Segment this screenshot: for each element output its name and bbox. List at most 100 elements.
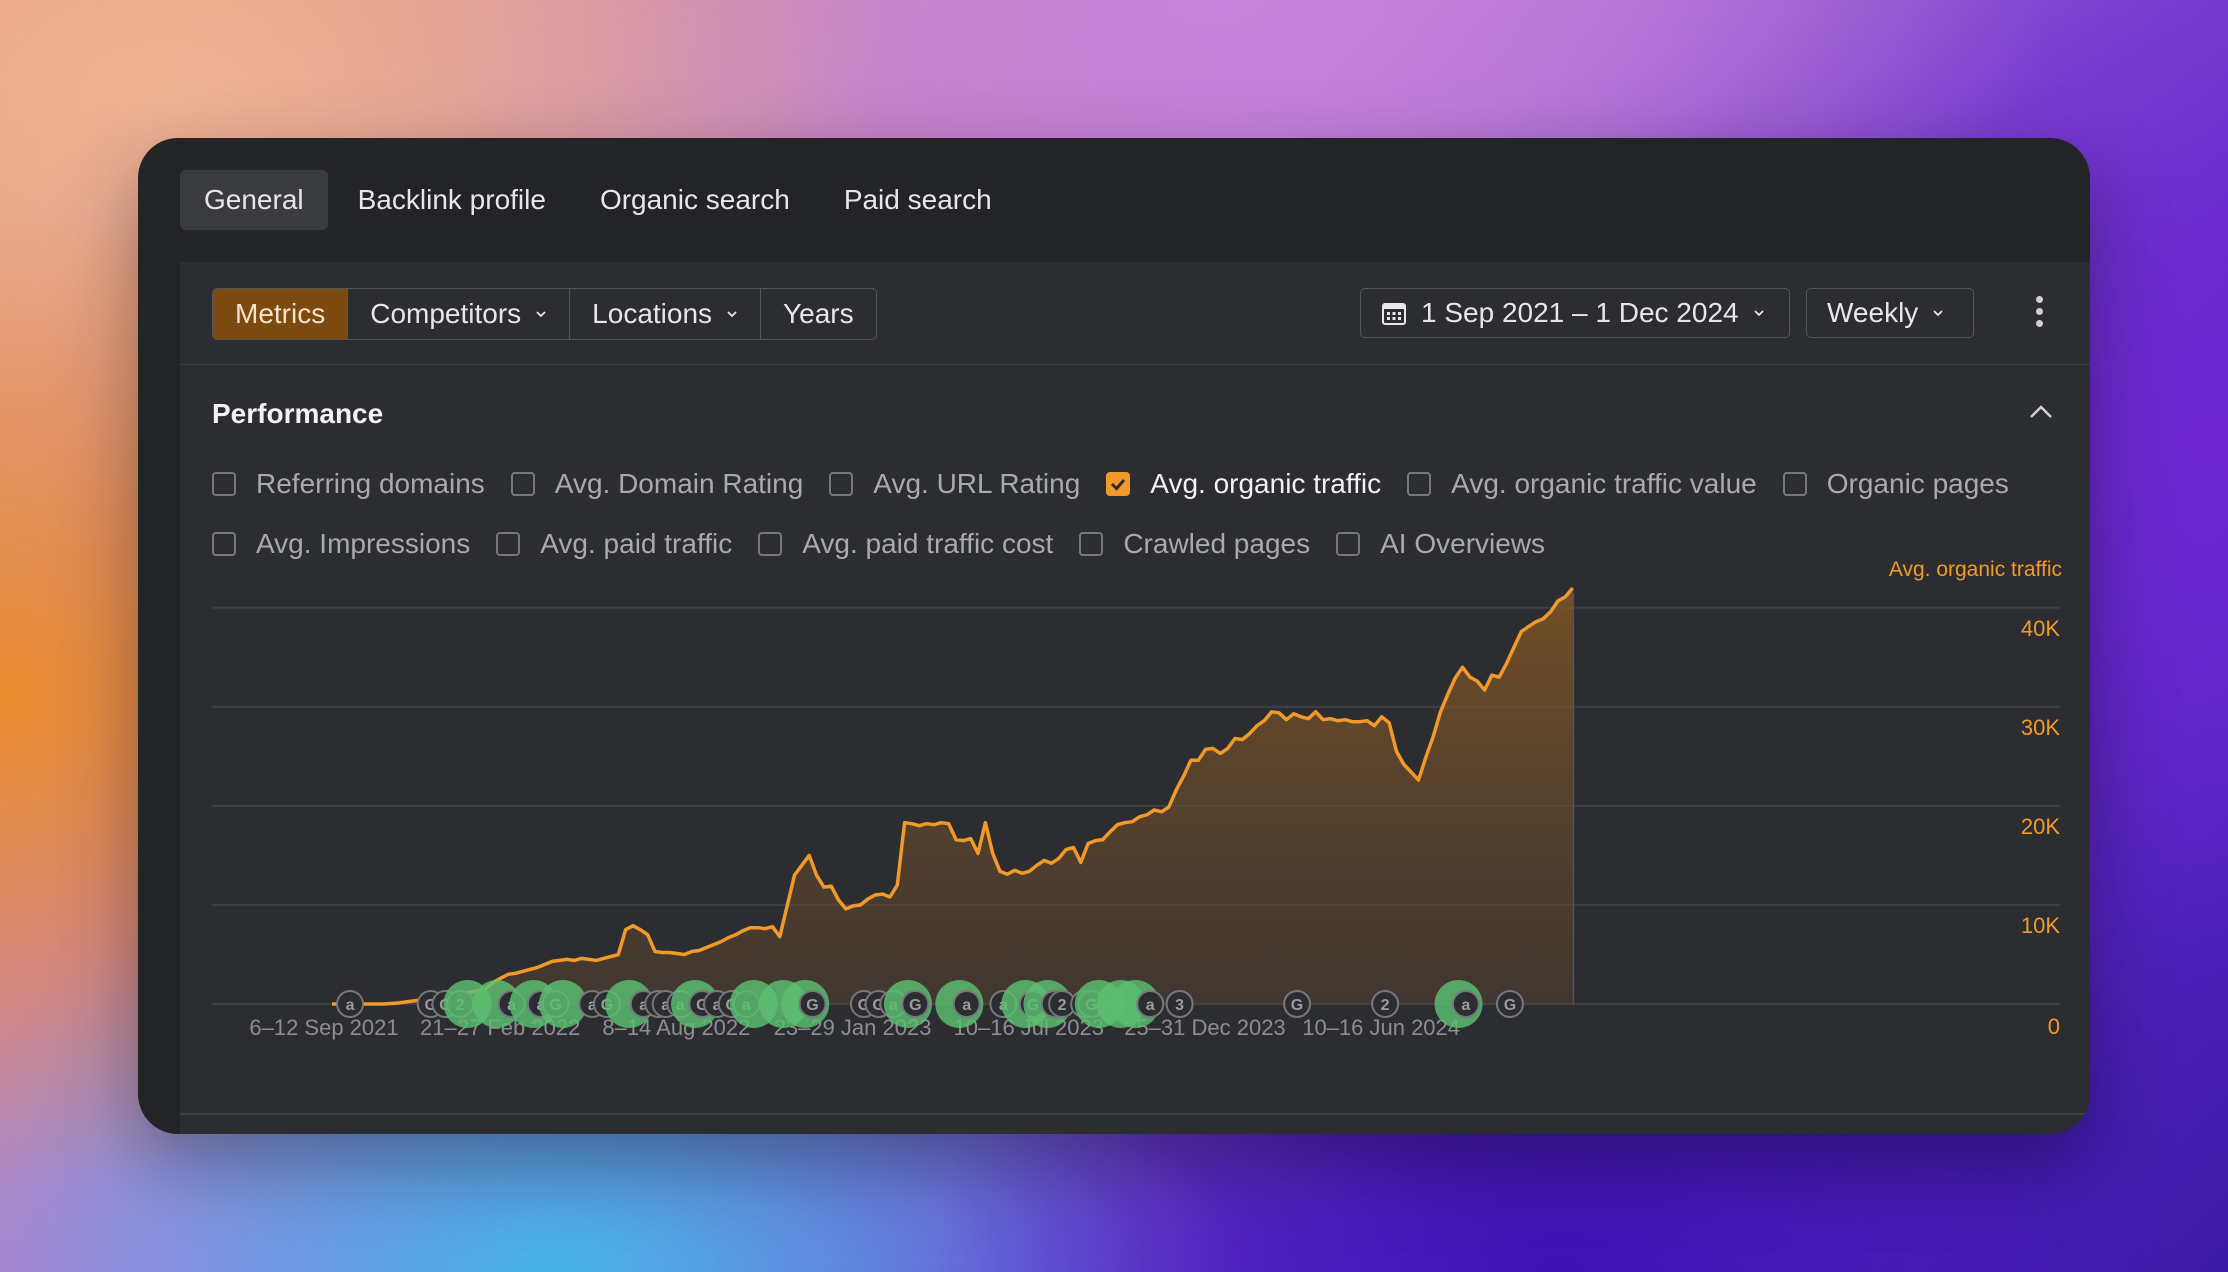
- tab-paid-search[interactable]: Paid search: [843, 184, 992, 215]
- metric-checkbox[interactable]: Organic pages: [1782, 466, 2009, 502]
- interval-label: Weekly: [1827, 297, 1919, 328]
- metric-checkbox-label: Avg. paid traffic cost: [802, 528, 1054, 559]
- y-tick-label: 40K: [2021, 616, 2060, 641]
- locations-label: Locations: [592, 298, 713, 329]
- metric-checkbox-label: Avg. organic traffic value: [1451, 468, 1757, 499]
- metric-checkbox-label: Crawled pages: [1123, 528, 1311, 559]
- metric-checkbox[interactable]: Avg. Domain Rating: [510, 466, 804, 502]
- event-marker-glyph: a: [661, 997, 670, 1014]
- tab-general[interactable]: General: [180, 170, 328, 230]
- chevron-down-icon: [727, 311, 737, 318]
- competitors-label: Competitors: [370, 298, 522, 329]
- metric-checkboxes: Referring domains Avg. Domain Rating Avg. …: [212, 466, 2072, 586]
- event-marker-glyph: a: [588, 997, 597, 1014]
- event-marker: [336, 990, 365, 1018]
- metric-checkbox[interactable]: Avg. paid traffic cost: [758, 526, 1053, 562]
- date-range-picker[interactable]: 1 Sep 2021 – 1 Dec 2024: [1360, 288, 1790, 338]
- checkbox-icon[interactable]: [1079, 532, 1104, 556]
- performance-chart: Avg. organic traffic 0 10K 20K 30K 40K 6–12 S…: [180, 542, 2090, 1134]
- metric-checkbox-label: Avg. organic traffic: [1150, 468, 1382, 499]
- overview-panel: Metrics Competitors Locations Years 1 Se…: [180, 262, 2090, 1134]
- tab-bar: General Backlink profile Organic search …: [180, 170, 1016, 230]
- metric-checkbox-label: AI Overviews: [1380, 528, 1546, 559]
- metric-checkbox[interactable]: Avg. Impressions: [212, 526, 470, 562]
- chevron-down-icon: [1933, 310, 1943, 317]
- y-tick-label: 0: [2048, 1014, 2060, 1039]
- metric-row: Referring domains Avg. Domain Rating Avg. …: [212, 466, 2072, 502]
- event-marker: [1136, 990, 1165, 1018]
- interval-dropdown[interactable]: Weekly: [1806, 288, 1974, 338]
- x-tick-label: 6–12 Sep 2021: [249, 1015, 398, 1040]
- chevron-down-icon: [536, 311, 546, 318]
- metric-checkbox[interactable]: Avg. organic traffic: [1106, 466, 1381, 502]
- event-marker-glyph: 2: [1381, 997, 1390, 1014]
- date-range-label: 1 Sep 2021 – 1 Dec 2024: [1421, 297, 1739, 328]
- years-label: Years: [783, 298, 854, 329]
- metric-checkbox[interactable]: Crawled pages: [1079, 526, 1310, 562]
- checkbox-icon[interactable]: [1407, 472, 1432, 496]
- series-label: Avg. organic traffic: [1888, 558, 2062, 581]
- event-marker-glyph: G: [806, 997, 818, 1014]
- x-tick-label: 10–16 Jun 2024: [1302, 1015, 1460, 1040]
- checkbox-icon[interactable]: [829, 472, 854, 496]
- event-marker-glyph: a: [1461, 997, 1470, 1014]
- event-marker-glyph: a: [713, 997, 722, 1014]
- metric-checkbox[interactable]: Avg. paid traffic: [496, 526, 732, 562]
- event-marker-glyph: G: [1291, 997, 1303, 1014]
- metric-checkbox-label: Avg. Impressions: [256, 528, 471, 559]
- metrics-label: Metrics: [235, 298, 326, 329]
- metric-checkbox[interactable]: Avg. organic traffic value: [1407, 466, 1757, 502]
- y-tick-label: 10K: [2021, 913, 2060, 938]
- metric-checkbox-label: Avg. paid traffic: [540, 528, 733, 559]
- event-marker: [1451, 990, 1480, 1018]
- event-marker-glyph: G: [1504, 997, 1516, 1014]
- competitors-dropdown[interactable]: Competitors: [347, 289, 569, 339]
- chevron-up-icon[interactable]: [2028, 402, 2054, 422]
- chevron-down-icon: [1753, 310, 1764, 317]
- event-marker: [952, 990, 981, 1018]
- event-marker: [1495, 990, 1524, 1018]
- event-marker: [901, 990, 930, 1018]
- event-marker-glyph: 3: [1175, 997, 1184, 1014]
- metric-checkbox-label: Avg. Domain Rating: [554, 468, 804, 499]
- metric-checkbox[interactable]: AI Overviews: [1336, 526, 1545, 562]
- metric-checkbox[interactable]: Avg. URL Rating: [829, 466, 1080, 502]
- event-marker: [798, 990, 827, 1018]
- event-marker: [1371, 990, 1400, 1018]
- metric-row: Avg. Impressions Avg. paid traffic Avg. pa…: [212, 526, 2072, 562]
- event-marker: [1283, 990, 1312, 1018]
- event-marker-glyph: a: [346, 997, 355, 1014]
- locations-dropdown[interactable]: Locations: [569, 289, 760, 339]
- checkbox-icon[interactable]: [496, 532, 521, 556]
- algorithm-update-marker: [538, 980, 587, 1028]
- checkbox-checked-icon[interactable]: [1106, 472, 1131, 496]
- checkbox-icon[interactable]: [510, 472, 535, 496]
- metrics-button[interactable]: Metrics: [213, 289, 348, 339]
- event-marker-glyph: a: [1146, 997, 1155, 1014]
- tab-organic-search[interactable]: Organic search: [599, 184, 790, 215]
- event-marker-glyph: a: [639, 997, 648, 1014]
- checkbox-icon[interactable]: [758, 532, 783, 556]
- y-tick-label: 20K: [2021, 814, 2060, 839]
- metric-checkbox-label: Avg. URL Rating: [873, 468, 1081, 499]
- checkbox-icon[interactable]: [1336, 532, 1361, 556]
- event-marker: [1165, 990, 1194, 1018]
- checkbox-icon[interactable]: [212, 472, 236, 496]
- more-options-icon[interactable]: [2034, 296, 2044, 330]
- view-segmented-control: Metrics Competitors Locations Years: [212, 288, 877, 340]
- checkbox-icon[interactable]: [1782, 472, 1807, 496]
- series-line: [332, 586, 1575, 1006]
- y-tick-label: 30K: [2021, 715, 2060, 740]
- toolbar: Metrics Competitors Locations Years 1 Se…: [180, 262, 2090, 365]
- checkbox-icon[interactable]: [212, 532, 236, 556]
- event-marker-glyph: 2: [1058, 997, 1067, 1014]
- event-marker-glyph: G: [909, 997, 921, 1014]
- metric-checkbox-label: Referring domains: [256, 468, 485, 499]
- series-area: [332, 588, 1573, 1004]
- tab-backlink-profile[interactable]: Backlink profile: [357, 184, 546, 215]
- years-button[interactable]: Years: [760, 289, 876, 339]
- metric-checkbox[interactable]: Referring domains: [212, 466, 485, 502]
- calendar-icon: [1382, 303, 1406, 325]
- app-window: General Backlink profile Organic search …: [138, 138, 2090, 1134]
